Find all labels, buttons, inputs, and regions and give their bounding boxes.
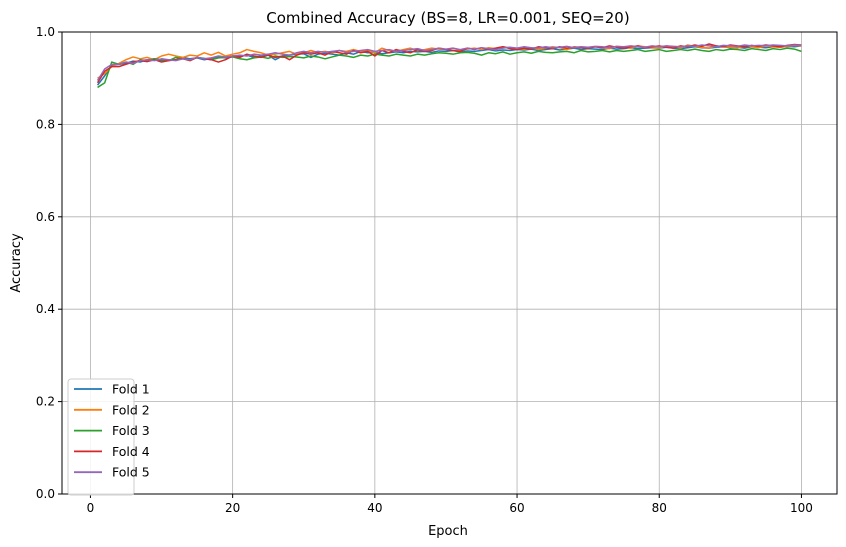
legend-box bbox=[67, 378, 135, 496]
legend-label: Fold 5 bbox=[112, 465, 150, 480]
legend-label: Fold 1 bbox=[112, 382, 150, 397]
x-tick-label: 100 bbox=[790, 501, 813, 515]
legend-label: Fold 2 bbox=[112, 402, 150, 417]
legend-label: Fold 3 bbox=[112, 423, 150, 438]
x-tick-label: 20 bbox=[225, 501, 240, 515]
x-axis-label: Epoch bbox=[428, 524, 468, 539]
x-tick-label: 80 bbox=[652, 501, 667, 515]
series-line-fold-5 bbox=[96, 44, 802, 81]
series-group bbox=[96, 43, 802, 89]
x-tick-label: 40 bbox=[367, 501, 382, 515]
y-axis-label: Accuracy bbox=[9, 233, 24, 293]
x-tick-label: 0 bbox=[87, 501, 95, 515]
chart-title: Combined Accuracy (BS=8, LR=0.001, SEQ=2… bbox=[266, 9, 629, 27]
y-tick-label: 1.0 bbox=[36, 25, 55, 39]
plot-area-frame bbox=[61, 31, 838, 495]
y-tick-label: 0.4 bbox=[36, 302, 55, 316]
series-line-fold-3 bbox=[97, 47, 802, 89]
legend-label: Fold 4 bbox=[112, 444, 150, 459]
y-axis-ticks: 0.0 0.2 0.4 0.6 0.8 1.0 bbox=[36, 25, 62, 501]
x-axis-ticks: 0 20 40 60 80 100 bbox=[87, 494, 813, 515]
y-tick-label: 0.8 bbox=[36, 117, 55, 131]
y-tick-label: 0.6 bbox=[36, 210, 55, 224]
y-tick-label: 0.0 bbox=[36, 487, 55, 501]
legend: Fold 1 Fold 2 Fold 3 Fold 4 Fold 5 bbox=[67, 378, 150, 496]
x-tick-label: 60 bbox=[509, 501, 524, 515]
y-tick-label: 0.2 bbox=[36, 395, 55, 409]
